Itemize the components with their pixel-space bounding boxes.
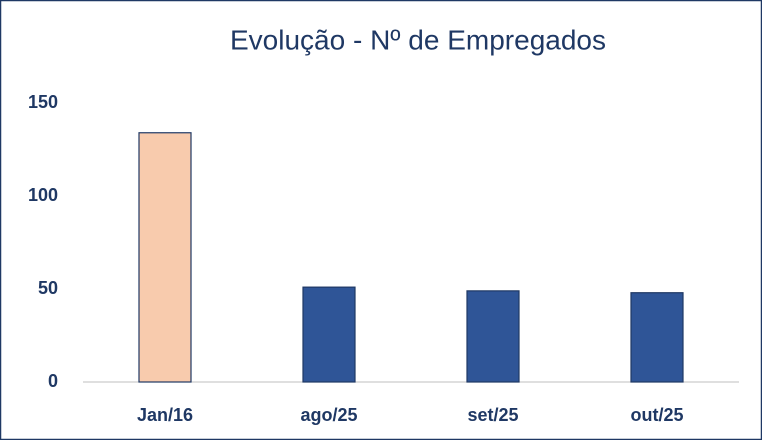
x-tick-label: ago/25 [300, 405, 357, 425]
bar [466, 290, 520, 383]
x-tick-label: out/25 [630, 405, 683, 425]
chart-title: Evolução - Nº de Empregados [230, 24, 606, 55]
bar [630, 292, 684, 383]
y-tick-label: 50 [38, 278, 58, 298]
x-tick-label: set/25 [467, 405, 518, 425]
x-tick-label: Jan/16 [137, 405, 193, 425]
y-tick-label: 100 [28, 185, 58, 205]
bar [138, 132, 192, 383]
bar [302, 286, 356, 383]
y-tick-label: 0 [48, 371, 58, 391]
y-tick-label: 150 [28, 92, 58, 112]
